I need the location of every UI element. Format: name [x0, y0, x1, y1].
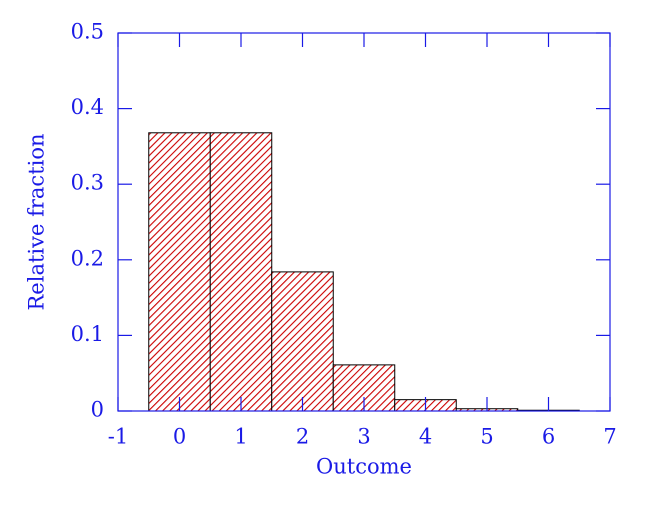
y-tick-label: 0.4: [71, 95, 104, 119]
x-axis-label: Outcome: [316, 455, 412, 479]
x-tick-label: 3: [357, 425, 370, 449]
y-tick-label: 0.5: [71, 20, 104, 44]
y-tick-label: 0.3: [71, 171, 104, 195]
x-tick-label: -1: [108, 425, 128, 449]
y-tick-label: 0: [91, 398, 104, 422]
x-tick-label: 6: [542, 425, 555, 449]
x-tick-label: 1: [234, 425, 247, 449]
x-tick-label: 0: [173, 425, 186, 449]
x-tick-label: 4: [419, 425, 432, 449]
y-tick-label: 0.2: [71, 246, 104, 270]
bar: [209, 132, 273, 412]
bar: [271, 271, 334, 412]
x-tick-label: 2: [296, 425, 309, 449]
x-tick-label: 7: [603, 425, 616, 449]
y-axis-label: Relative fraction: [25, 133, 49, 310]
bar: [148, 132, 211, 412]
y-tick-label: 0.1: [71, 322, 104, 346]
x-tick-label: 5: [480, 425, 493, 449]
